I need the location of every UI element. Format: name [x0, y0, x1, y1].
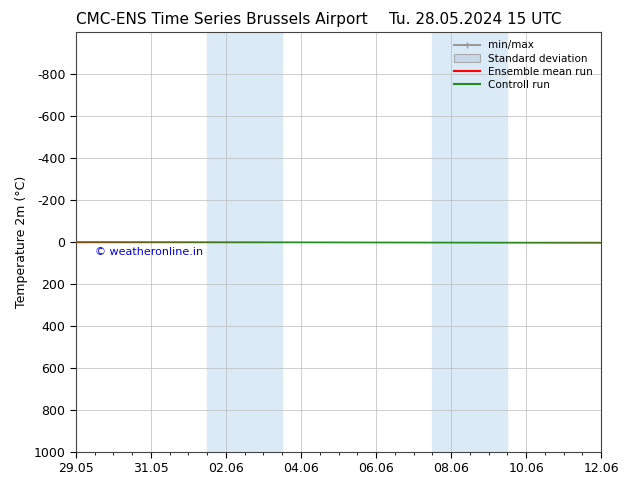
- Bar: [207, 32, 282, 452]
- Text: CMC-ENS Time Series Brussels Airport: CMC-ENS Time Series Brussels Airport: [76, 12, 368, 27]
- Text: © weatheronline.in: © weatheronline.in: [94, 247, 203, 257]
- Y-axis label: Temperature 2m (°C): Temperature 2m (°C): [15, 176, 28, 308]
- Text: Tu. 28.05.2024 15 UTC: Tu. 28.05.2024 15 UTC: [389, 12, 562, 27]
- Bar: [432, 32, 507, 452]
- Legend: min/max, Standard deviation, Ensemble mean run, Controll run: min/max, Standard deviation, Ensemble me…: [451, 37, 596, 93]
